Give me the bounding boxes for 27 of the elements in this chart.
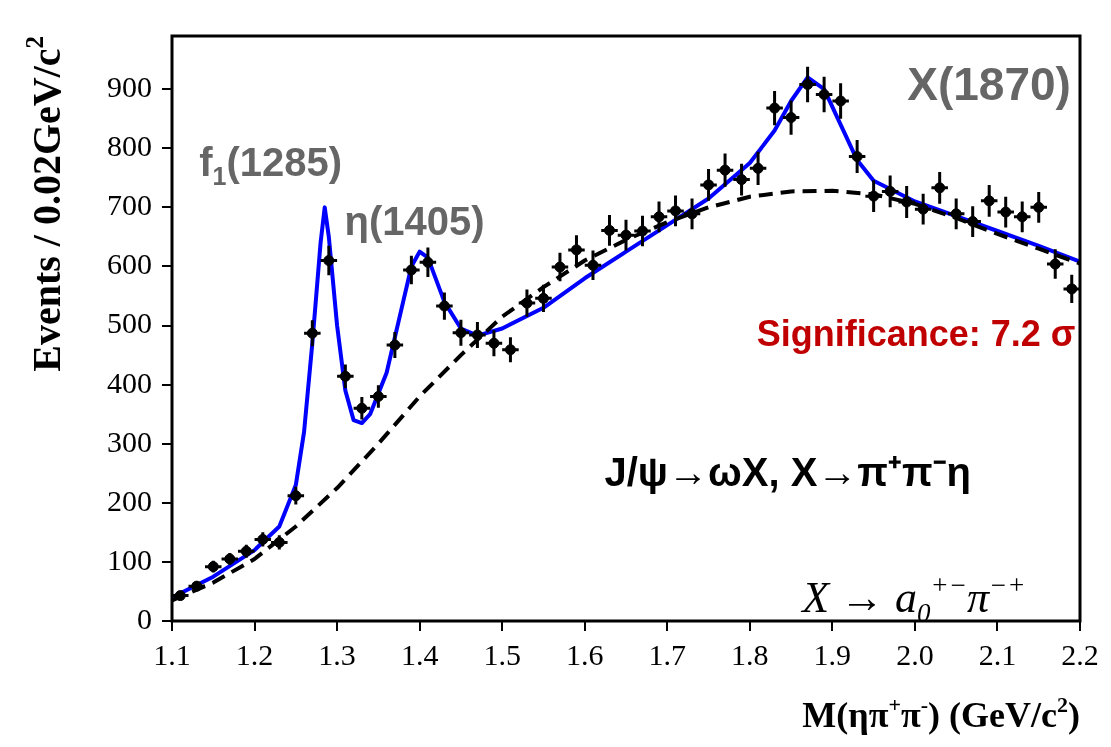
- x-tick-label: 1.3: [318, 637, 356, 671]
- y-tick-label: 600: [107, 247, 152, 281]
- x-tick-label: 1.7: [648, 637, 687, 671]
- annotation: J/ψ→ωX, X→π⁺π⁻η: [604, 450, 972, 495]
- x-tick-label: 1.2: [235, 637, 274, 671]
- annotation: η(1405): [344, 198, 485, 243]
- x-tick-label: 1.8: [731, 637, 769, 671]
- x-tick-label: 1.9: [813, 637, 852, 671]
- y-tick-label: 500: [107, 306, 152, 340]
- y-tick-label: 100: [107, 542, 152, 576]
- y-tick-label: 900: [107, 70, 152, 104]
- y-tick-label: 700: [107, 188, 152, 222]
- x-tick-label: 2.1: [978, 637, 1017, 671]
- y-tick-label: 400: [107, 365, 152, 399]
- y-tick-label: 300: [107, 424, 152, 458]
- x-tick-label: 1.5: [483, 637, 521, 671]
- x-tick-label: 1.4: [400, 637, 439, 671]
- annotation: Significance: 7.2 σ: [756, 313, 1076, 355]
- y-tick-label: 0: [137, 601, 152, 635]
- x-tick-label: 1.6: [565, 637, 604, 671]
- x-tick-label: 2.0: [896, 637, 934, 671]
- y-tick-label: 200: [107, 483, 152, 517]
- y-axis-title: Events / 0.02GeV/c2: [21, 36, 69, 372]
- x-tick-label: 1.1: [153, 637, 191, 671]
- x-tick-label: 2.2: [1061, 637, 1099, 671]
- y-tick-label: 800: [107, 129, 152, 163]
- annotation: X(1870): [907, 58, 1071, 111]
